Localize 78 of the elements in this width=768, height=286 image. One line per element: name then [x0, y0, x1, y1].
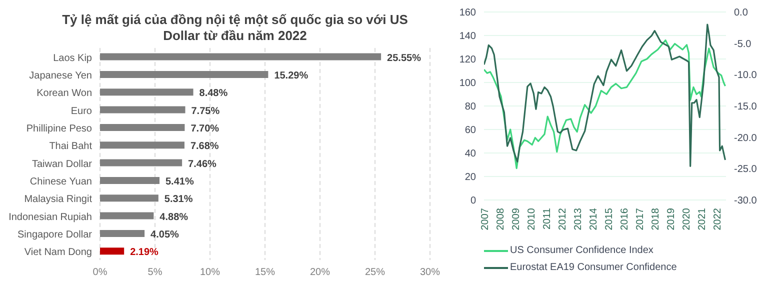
- x-tick-label: 2022: [712, 208, 724, 230]
- legend-label: US Consumer Confidence Index: [509, 244, 654, 258]
- chart-title: Tỷ lệ mất giá của đồng nội tệ một số quốc gia so với US Dollar từ đầu năm 2022: [61, 11, 409, 44]
- legend-label: Eurostat EA19 Consumer Confidence: [509, 261, 678, 275]
- data-label: 8.48%: [199, 88, 228, 100]
- data-label: 5.41%: [166, 176, 194, 188]
- bar: [100, 106, 186, 114]
- data-label: 4.05%: [150, 229, 180, 240]
- y-tick-label: 0: [470, 196, 476, 207]
- y2-tick-label: -10.0: [734, 70, 758, 82]
- y-tick-label: Thai Baht: [49, 141, 92, 152]
- x-tick-label: 2021: [697, 208, 708, 230]
- x-tick-label: 2009: [511, 208, 522, 230]
- y2-tick-label: -15.0: [734, 102, 758, 113]
- y2-tick-label: -5.0: [734, 38, 752, 50]
- y-tick-label: Japanese Yen: [29, 70, 92, 82]
- x-tick-label: 25%: [364, 267, 386, 278]
- y-tick-label: 100: [459, 78, 476, 90]
- y-tick-label: 160: [459, 8, 476, 19]
- x-tick-label: 2015: [604, 208, 616, 230]
- x-tick-label: 2012: [558, 208, 569, 230]
- x-tick-label: 2007: [480, 208, 491, 230]
- data-label: 25.55%: [387, 52, 422, 64]
- x-tick-label: 30%: [420, 267, 440, 278]
- x-tick-label: 2011: [542, 208, 554, 230]
- bar: [100, 248, 124, 255]
- data-label: 7.68%: [190, 141, 219, 152]
- bar: [100, 194, 158, 202]
- x-tick-label: 2016: [620, 208, 631, 230]
- bar: [100, 212, 154, 220]
- x-tick-label: 2018: [650, 208, 662, 230]
- x-tick-label: 2020: [682, 208, 693, 230]
- bar: [100, 70, 268, 78]
- data-label: 5.31%: [164, 194, 193, 206]
- data-label: 7.46%: [188, 158, 217, 170]
- bar: [100, 176, 160, 184]
- x-tick-label: 20%: [310, 267, 330, 278]
- y-tick-label: Malaysia Ringit: [24, 194, 92, 206]
- x-tick-label: 2017: [635, 208, 646, 230]
- y-tick-label: Euro: [70, 106, 92, 117]
- y-tick-label: 20: [464, 172, 476, 184]
- x-tick-label: 2013: [573, 208, 584, 230]
- data-label: 7.70%: [190, 123, 220, 134]
- x-tick-label: 0%: [92, 267, 108, 278]
- x-tick-label: 5%: [148, 267, 162, 278]
- y2-tick-label: 0.0: [734, 8, 748, 19]
- y-tick-label: Indonesian Rupiah: [8, 212, 92, 223]
- y-tick-label: 120: [459, 54, 476, 66]
- data-label: 2.19%: [130, 247, 159, 258]
- y-tick-label: Phillipine Peso: [26, 124, 92, 134]
- y2-tick-label: -20.0: [734, 132, 758, 144]
- bar: [100, 88, 194, 96]
- y-tick-label: Chinese Yuan: [30, 176, 92, 188]
- y-tick-label: Laos Kip: [53, 52, 92, 64]
- y-tick-label: Korean Won: [36, 88, 92, 100]
- y-tick-label: Taiwan Dollar: [32, 158, 93, 170]
- y2-tick-label: -25.0: [734, 164, 758, 176]
- y-tick-label: 40: [464, 148, 476, 160]
- bar: [100, 142, 184, 149]
- y-tick-label: 60: [464, 125, 476, 136]
- x-tick-label: 2019: [666, 208, 678, 230]
- y2-tick-label: -30.0: [734, 196, 758, 207]
- y-tick-label: 80: [464, 102, 476, 113]
- y-tick-label: Viet Nam Dong: [24, 247, 92, 258]
- x-tick-label: 2008: [496, 208, 507, 230]
- x-tick-label: 15%: [254, 267, 276, 278]
- data-label: 4.88%: [160, 212, 188, 223]
- x-tick-label: 2014: [588, 208, 600, 230]
- bar: [100, 230, 145, 237]
- y-tick-label: 140: [459, 31, 476, 42]
- bar: [100, 124, 185, 131]
- data-label: 7.75%: [191, 106, 220, 117]
- data-label: 15.29%: [274, 70, 308, 82]
- x-tick-label: 2010: [526, 208, 538, 230]
- y-tick-label: Singapore Dollar: [18, 230, 93, 240]
- bar: [100, 53, 382, 60]
- bar: [100, 159, 182, 166]
- x-tick-label: 10%: [200, 267, 220, 278]
